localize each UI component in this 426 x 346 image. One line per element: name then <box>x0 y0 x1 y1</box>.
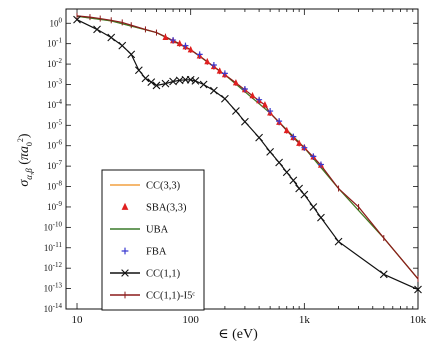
legend-item-cc-1-1-i5: CC(1,1)-I5ᶜ <box>110 291 195 302</box>
x-tick-label: 10k <box>410 314 426 326</box>
legend-label: SBA(3,3) <box>146 203 187 214</box>
legend-item-cc-1-1: CC(1,1) <box>110 269 181 280</box>
data-point-triangle <box>232 79 239 86</box>
data-point-plus <box>317 161 324 168</box>
data-point-triangle <box>261 101 268 108</box>
legend-label: UBA <box>146 225 169 236</box>
x-tick-label: 1k <box>299 314 311 326</box>
data-point-plus <box>290 133 297 140</box>
x-axis-title: ∈ (eV) <box>218 327 258 342</box>
y-tick-label: 10-6 <box>47 139 62 151</box>
legend: CC(3,3) SBA(3,3) UBA FBA CC(1,1) CC(1,1)-I5ᶜ <box>101 169 205 311</box>
y-tick-label: 10-2 <box>47 57 62 69</box>
data-point-triangle <box>283 126 290 134</box>
data-point-x <box>317 213 325 222</box>
data-point-x <box>121 269 129 277</box>
data-point-plus <box>196 51 203 58</box>
legend-item-uba: UBA <box>110 225 169 236</box>
data-point-x <box>255 133 263 142</box>
data-point-x <box>334 237 343 246</box>
data-point-triangle <box>187 46 194 53</box>
data-point-x <box>275 158 284 167</box>
data-point-x <box>414 285 422 294</box>
y-axis-title: σα,β (πa02) <box>16 133 34 187</box>
x-tick-labels: 10 100 1k 10k <box>72 314 426 326</box>
data-point-x <box>295 184 304 193</box>
y-tick-label: 10-12 <box>44 261 63 273</box>
data-point-plus <box>310 153 317 160</box>
data-point-x <box>118 41 127 50</box>
data-point-triangle <box>296 139 303 146</box>
series-uba <box>76 15 419 280</box>
data-point-triangle <box>121 202 129 210</box>
data-point-x <box>282 168 291 177</box>
y-tick-label: 10-4 <box>47 98 62 110</box>
legend-item-cc-3-3: CC(3,3) <box>110 181 181 192</box>
data-point-x <box>209 86 218 95</box>
data-point-x <box>241 117 249 126</box>
x-tick-label: 100 <box>182 314 199 326</box>
data-point-x <box>379 270 388 279</box>
series-line <box>76 15 419 280</box>
y-tick-labels: 100 10-1 10-2 10-3 10-4 10-5 10-6 10-7 10-8 10-9 1… <box>44 16 63 314</box>
y-tick-label: 10-14 <box>44 302 63 314</box>
series-cc-1-1 <box>73 15 422 294</box>
legend-label: CC(1,1) <box>146 269 181 280</box>
data-point-triangle <box>216 67 223 74</box>
data-point-plus <box>267 108 274 115</box>
data-point-x <box>300 190 309 199</box>
data-point-plus <box>210 62 217 69</box>
y-tick-label: 10-3 <box>47 77 62 89</box>
data-point-x <box>191 77 200 85</box>
data-point-x <box>289 176 298 185</box>
data-point-plus <box>170 37 177 44</box>
data-point-x <box>169 77 177 86</box>
data-point-x <box>221 94 229 103</box>
series-fba <box>170 37 324 168</box>
y-tick-label: 10-9 <box>47 200 62 212</box>
data-point-triangle <box>249 91 256 99</box>
data-point-plus <box>221 70 228 77</box>
y-tick-label: 10-11 <box>44 241 63 253</box>
data-point-x <box>134 66 143 75</box>
legend-label: CC(3,3) <box>146 181 181 192</box>
y-tick-label: 10-10 <box>44 220 63 232</box>
y-tick-label: 10-8 <box>47 180 62 192</box>
data-point-plus <box>241 86 248 93</box>
legend-box <box>101 169 205 311</box>
y-tick-label: 10-1 <box>47 37 62 49</box>
data-point-x <box>266 147 275 156</box>
data-point-triangle <box>162 33 169 41</box>
legend-item-sba-3-3: SBA(3,3) <box>121 202 187 214</box>
y-tick-label: 10-5 <box>47 118 62 130</box>
x-tick-label: 10 <box>72 314 84 326</box>
y-tick-label: 10-13 <box>44 282 63 294</box>
legend-label: FBA <box>146 247 167 258</box>
data-point-triangle <box>176 39 183 47</box>
data-point-triangle <box>204 57 211 65</box>
data-point-x <box>147 78 156 87</box>
data-point-x <box>161 79 170 88</box>
y-tick-label: 100 <box>50 16 63 28</box>
legend-item-fba: FBA <box>121 247 167 258</box>
series-layer <box>73 12 422 294</box>
data-point-plus <box>256 96 263 103</box>
data-point-x <box>186 75 195 84</box>
data-point-plus <box>121 247 129 255</box>
data-point-x <box>141 74 150 83</box>
data-point-plus <box>276 118 283 125</box>
data-point-plus <box>182 42 189 49</box>
data-point-plus <box>301 144 308 151</box>
data-point-x <box>73 15 81 24</box>
data-point-x <box>107 33 116 42</box>
legend-label: CC(1,1)-I5ᶜ <box>146 291 195 302</box>
data-point-x <box>232 107 240 115</box>
data-point-x <box>199 80 208 89</box>
data-point-x <box>127 50 136 59</box>
y-tick-label: 10-7 <box>47 159 62 171</box>
data-point-x <box>93 25 101 34</box>
data-point-x <box>152 81 161 90</box>
data-point-x <box>309 203 318 211</box>
